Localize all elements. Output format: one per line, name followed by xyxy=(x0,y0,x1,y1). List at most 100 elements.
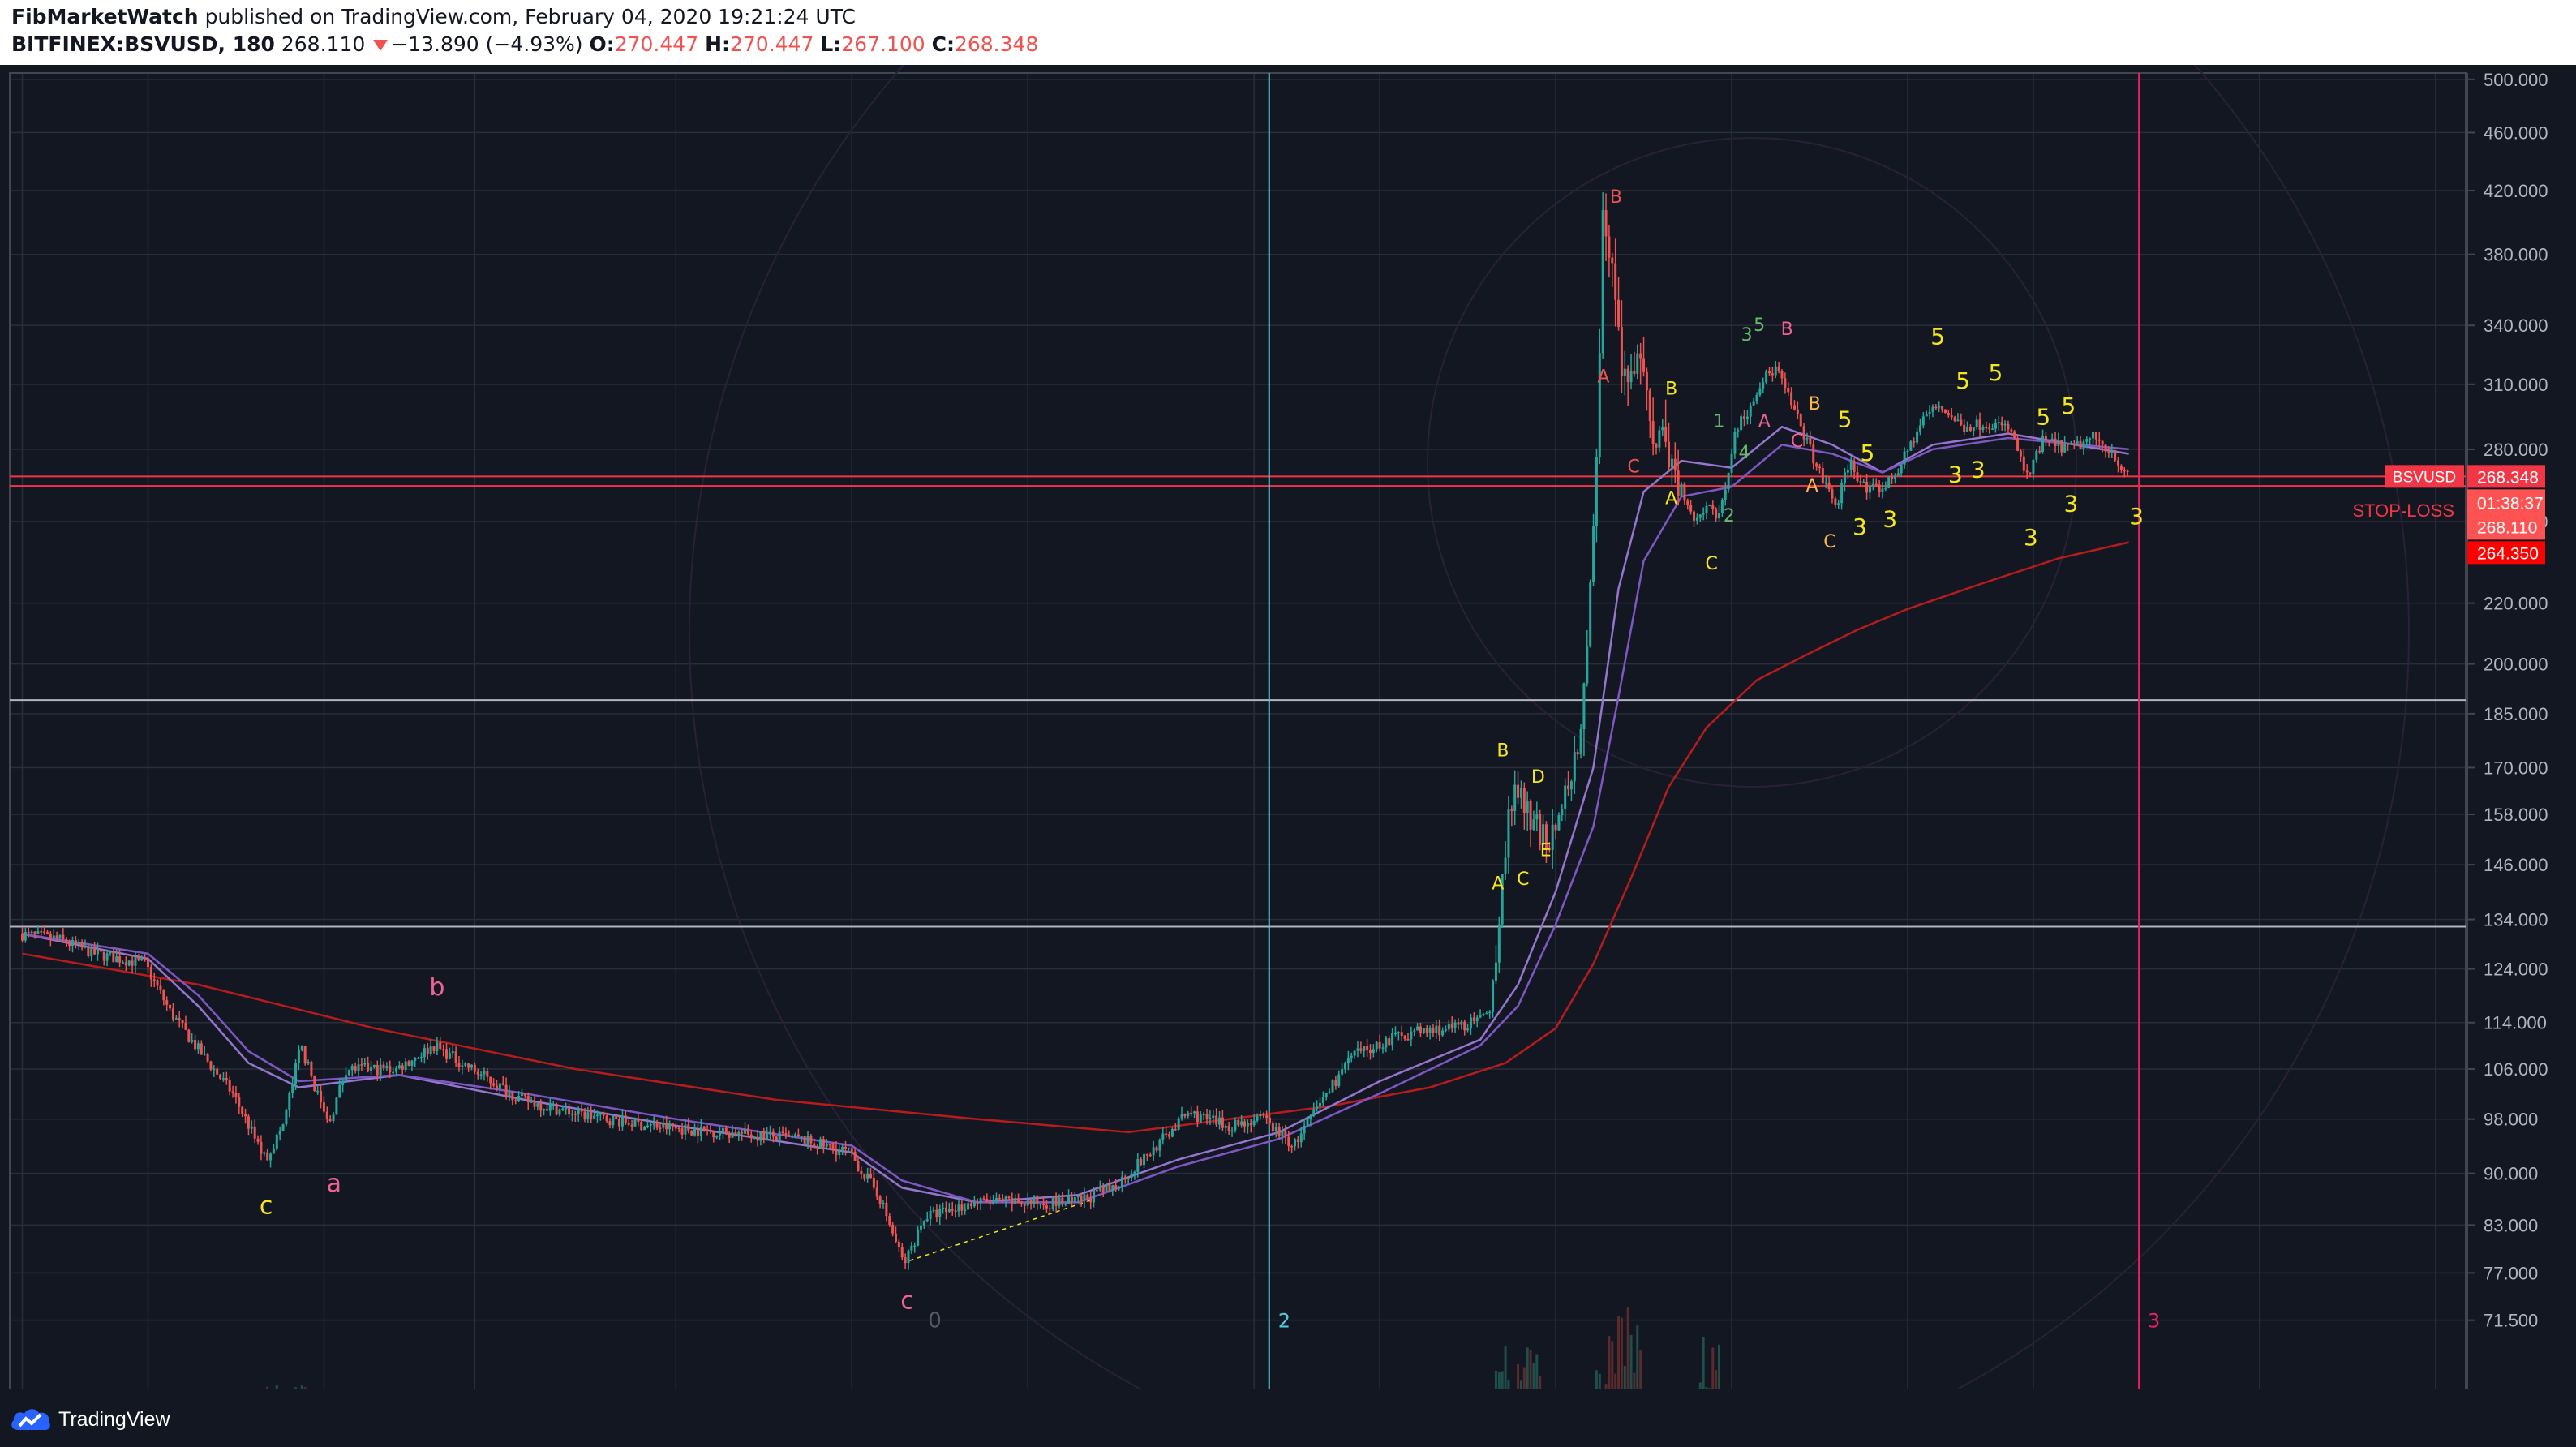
candle xyxy=(420,1057,423,1058)
candle xyxy=(221,1078,225,1080)
price-axis[interactable]: 500.000 460.000 420.000 380.000 340.000 310.0… xyxy=(2467,65,2576,1389)
candle xyxy=(275,1134,278,1149)
candle xyxy=(684,1124,687,1135)
candle xyxy=(247,1116,250,1129)
candle xyxy=(1642,358,1646,372)
candle xyxy=(1856,472,1859,482)
candle xyxy=(1595,457,1598,526)
candle xyxy=(2114,450,2117,461)
candle xyxy=(1554,824,1557,831)
candle xyxy=(662,1123,665,1128)
candle xyxy=(1865,481,1869,493)
vertical-lines xyxy=(1268,73,2140,1389)
candle xyxy=(1262,1114,1265,1116)
low-value: 267.100 xyxy=(841,32,925,56)
volume-bar xyxy=(1539,1376,1542,1389)
candle xyxy=(360,1064,363,1066)
candle xyxy=(1218,1117,1221,1125)
candle xyxy=(1127,1178,1130,1179)
tradingview-logo[interactable]: TradingView xyxy=(10,1403,170,1436)
candle xyxy=(140,958,144,960)
candle xyxy=(461,1065,464,1067)
price-tick-label: 134.000 xyxy=(2484,910,2548,930)
candle xyxy=(1277,1127,1281,1136)
wave-label: D xyxy=(1531,767,1545,788)
candle xyxy=(96,949,99,955)
candle xyxy=(2072,443,2076,445)
volume-bar xyxy=(1711,1347,1715,1389)
candle xyxy=(1093,1190,1096,1203)
candle xyxy=(907,1250,910,1264)
fib-circle xyxy=(1427,137,2077,788)
open-label: O: xyxy=(589,32,615,56)
candle xyxy=(2029,472,2032,474)
volume-bar xyxy=(1504,1346,1507,1389)
candle xyxy=(392,1071,395,1074)
candle xyxy=(885,1202,888,1217)
candle xyxy=(238,1097,241,1107)
candle xyxy=(1381,1047,1385,1049)
candle xyxy=(1403,1036,1406,1039)
candle xyxy=(1664,427,1668,442)
candle xyxy=(721,1127,724,1133)
candle xyxy=(1252,1120,1256,1126)
wave-label: A xyxy=(1758,411,1771,432)
candle xyxy=(1727,472,1730,490)
candle xyxy=(187,1029,191,1042)
candle xyxy=(495,1085,498,1089)
candle xyxy=(1469,1017,1472,1029)
price-tick-label: 280.000 xyxy=(2484,440,2548,460)
candle xyxy=(1212,1115,1215,1119)
candle xyxy=(1985,427,1988,429)
candle xyxy=(347,1070,350,1076)
candle xyxy=(731,1131,734,1138)
candle xyxy=(1227,1125,1230,1131)
candle xyxy=(1265,1115,1269,1119)
candle xyxy=(439,1042,442,1050)
candle xyxy=(71,939,74,947)
volume-bar xyxy=(1718,1344,1721,1389)
candle xyxy=(1422,1028,1425,1033)
candle xyxy=(1535,814,1539,820)
candle xyxy=(1101,1187,1105,1192)
wave-label: 1 xyxy=(1714,411,1725,432)
candle xyxy=(618,1119,621,1127)
author-name[interactable]: FibMarketWatch xyxy=(11,5,199,28)
plot-frame xyxy=(9,72,2467,1389)
candle xyxy=(741,1131,744,1134)
candle xyxy=(338,1084,341,1098)
candle xyxy=(1504,857,1507,874)
candle xyxy=(769,1131,772,1135)
candle xyxy=(1592,526,1595,582)
candle xyxy=(929,1210,932,1220)
candle xyxy=(144,958,147,960)
candle xyxy=(1316,1106,1319,1110)
candle xyxy=(407,1061,410,1066)
candle xyxy=(1784,378,1787,388)
candle xyxy=(2101,440,2104,445)
volume-bar xyxy=(1494,1370,1497,1389)
candle xyxy=(762,1131,766,1140)
candle xyxy=(1312,1109,1316,1116)
candle xyxy=(2076,440,2079,445)
candle xyxy=(1997,422,2000,423)
candle xyxy=(357,1064,360,1071)
candle xyxy=(1626,368,1629,383)
candle xyxy=(1039,1203,1042,1205)
candle xyxy=(65,939,68,944)
candle xyxy=(1492,980,1495,1012)
candle xyxy=(310,1061,313,1076)
wave-label: 3 xyxy=(1971,456,1986,483)
candle xyxy=(1680,483,1683,496)
candle xyxy=(370,1067,373,1071)
candle xyxy=(1956,419,1960,422)
candle xyxy=(1968,427,1972,431)
candle xyxy=(1934,406,1938,409)
candle xyxy=(992,1201,995,1204)
candle xyxy=(1639,353,1642,359)
candle xyxy=(699,1126,702,1136)
candle xyxy=(1215,1115,1218,1125)
candle xyxy=(1758,388,1762,395)
candle xyxy=(749,1134,753,1138)
